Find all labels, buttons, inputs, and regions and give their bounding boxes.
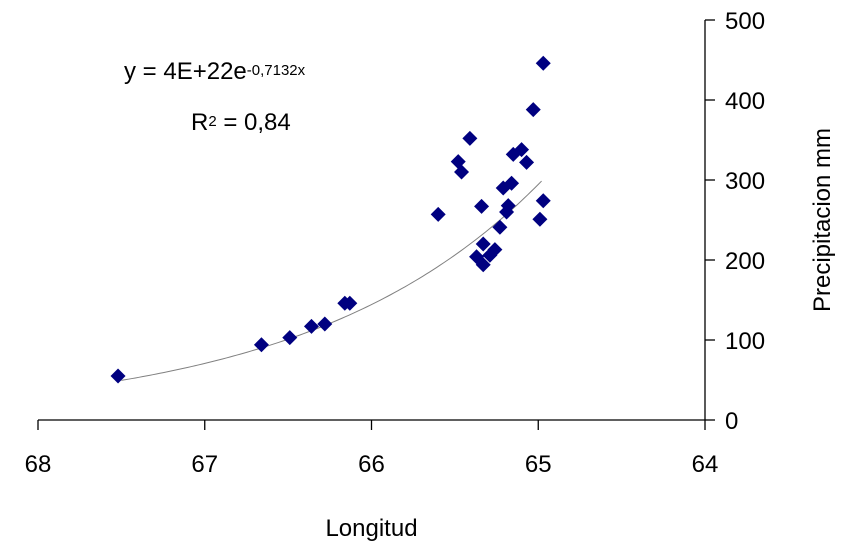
x-tick-label: 65 — [525, 451, 552, 478]
x-tick-label: 67 — [191, 451, 218, 478]
data-point — [317, 316, 333, 332]
data-point — [474, 198, 490, 214]
trendline-equation: y = 4E+22e-0,7132x — [124, 60, 305, 84]
x-tick-label: 68 — [25, 451, 52, 478]
data-point — [282, 330, 298, 346]
r-squared-exponent: 2 — [208, 113, 217, 130]
equation-exponent: -0,7132x — [246, 62, 306, 79]
x-axis-label: Longitud — [325, 515, 417, 542]
axes — [37, 19, 715, 430]
data-point — [504, 175, 520, 191]
data-points — [110, 55, 551, 384]
r-squared-symbol: R — [191, 109, 209, 136]
data-point — [535, 55, 551, 71]
data-point — [342, 295, 358, 311]
r-squared-value: = 0,84 — [216, 109, 291, 136]
x-tick-label: 66 — [358, 451, 385, 478]
data-point — [475, 257, 491, 273]
data-point — [492, 219, 508, 235]
data-point — [519, 154, 535, 170]
trendline-layer — [121, 180, 542, 381]
data-point — [454, 164, 470, 180]
data-point — [462, 130, 478, 146]
data-point — [253, 337, 269, 353]
data-point — [303, 318, 319, 334]
data-point — [475, 236, 491, 252]
r-squared-label: R2 = 0,84 — [191, 111, 291, 135]
y-tick-label: 200 — [725, 248, 765, 275]
data-point — [110, 368, 126, 384]
data-point — [500, 198, 516, 214]
data-point — [532, 211, 548, 227]
y-tick-label: 0 — [725, 408, 738, 435]
axis-labels: 68 67 66 65 640 100 200 300 400 500 Longitud Precip… — [25, 8, 836, 542]
data-point — [430, 206, 446, 222]
y-tick-label: 500 — [725, 8, 765, 35]
x-tick-label: 64 — [692, 451, 719, 478]
data-point — [525, 102, 541, 118]
trendline — [121, 180, 542, 381]
data-point — [487, 242, 503, 258]
y-tick-label: 300 — [725, 168, 765, 195]
y-tick-label: 100 — [725, 328, 765, 355]
data-point — [535, 193, 551, 209]
equation-text: y = 4E+22e — [124, 58, 247, 85]
y-axis-label: Precipitacion mm — [809, 128, 836, 312]
data-point — [514, 142, 530, 158]
y-tick-label: 400 — [725, 88, 765, 115]
